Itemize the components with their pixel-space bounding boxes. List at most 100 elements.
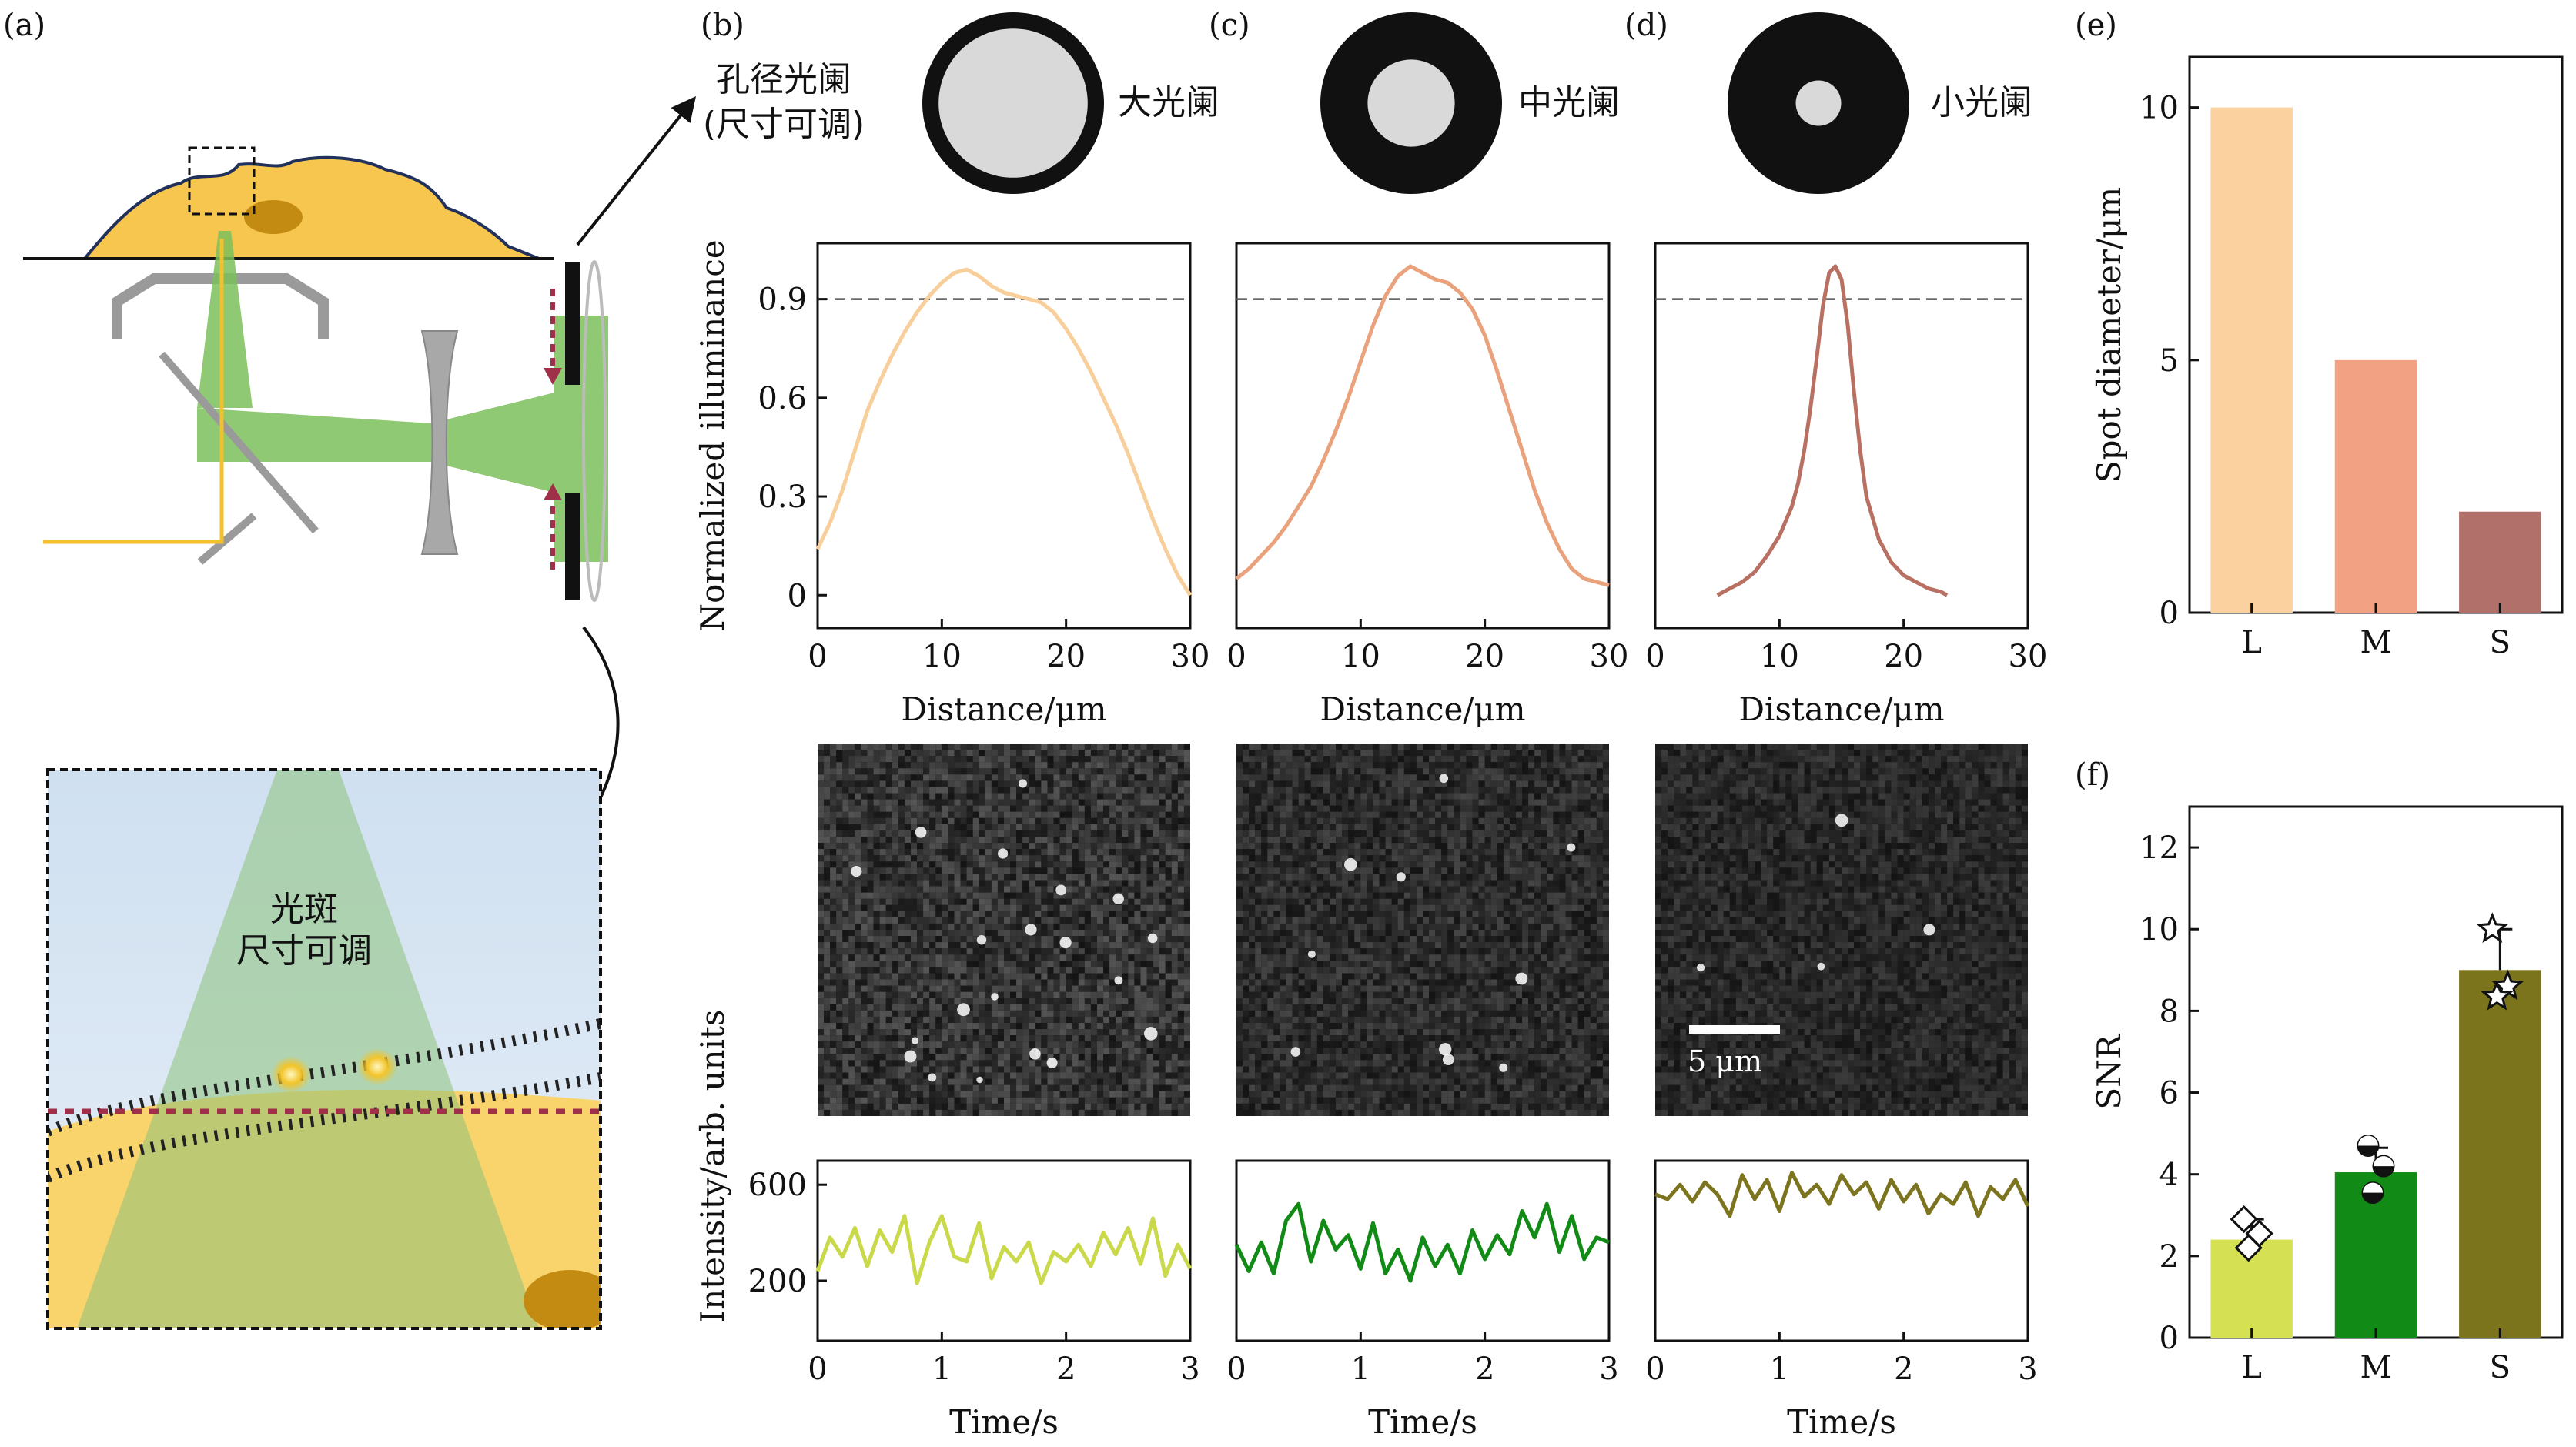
- micrograph-pixel: [892, 780, 898, 787]
- micrograph-pixel: [1490, 805, 1497, 812]
- micrograph-pixel: [1590, 849, 1597, 856]
- micrograph-pixel: [1022, 817, 1029, 824]
- micrograph-pixel: [923, 961, 930, 967]
- micrograph-pixel: [1047, 756, 1054, 763]
- micrograph-pixel: [991, 756, 998, 763]
- micrograph-pixel: [991, 1048, 998, 1054]
- micrograph-pixel: [1128, 961, 1135, 967]
- micrograph-pixel: [1078, 886, 1085, 893]
- micrograph-pixel: [1159, 1091, 1166, 1098]
- micrograph-pixel: [892, 867, 898, 874]
- micrograph-pixel: [917, 1054, 924, 1061]
- micrograph-pixel: [1590, 830, 1597, 837]
- micrograph-pixel: [1171, 1078, 1178, 1085]
- micrograph-pixel: [879, 967, 886, 974]
- micrograph-pixel: [1249, 774, 1256, 781]
- micrograph-pixel: [935, 985, 942, 992]
- micrograph-pixel: [1134, 1066, 1141, 1073]
- micrograph-pixel: [892, 880, 898, 887]
- micrograph-pixel: [867, 954, 874, 961]
- micrograph-pixel: [836, 855, 843, 862]
- micrograph-pixel: [1041, 1029, 1048, 1036]
- micrograph-pixel: [1090, 861, 1097, 868]
- micrograph-pixel: [1336, 805, 1343, 812]
- micrograph-pixel: [1429, 744, 1436, 750]
- micrograph-pixel: [1360, 793, 1367, 800]
- micrograph-pixel: [1273, 750, 1280, 757]
- micrograph-pixel: [923, 774, 930, 781]
- micrograph-pixel: [1035, 1097, 1042, 1104]
- micrograph-pixel: [1072, 799, 1079, 806]
- micrograph-pixel: [1029, 954, 1035, 961]
- micrograph-pixel: [848, 1109, 855, 1116]
- micrograph-pixel: [1090, 762, 1097, 769]
- x-tick-label-d-0: 0: [1645, 639, 1664, 674]
- micrograph-pixel: [1053, 880, 1060, 887]
- micrograph-pixel: [1116, 948, 1122, 955]
- micrograph-pixel: [1109, 917, 1116, 924]
- micrograph-pixel: [991, 1010, 998, 1017]
- micrograph-pixel: [1354, 780, 1361, 787]
- micrograph-pixel: [1146, 967, 1153, 974]
- micrograph-pixel: [1429, 787, 1436, 794]
- micrograph-pixel: [1109, 904, 1116, 911]
- micrograph-pixel: [948, 1060, 955, 1067]
- micrograph-pixel: [1035, 1041, 1042, 1048]
- micrograph-pixel: [948, 861, 955, 868]
- micrograph-pixel: [960, 805, 967, 812]
- micrograph-pixel: [954, 1072, 961, 1079]
- micrograph-pixel: [1041, 936, 1048, 943]
- micrograph-pixel: [1004, 967, 1011, 974]
- micrograph-pixel: [966, 967, 973, 974]
- micrograph-pixel: [1122, 1016, 1129, 1023]
- micrograph-pixel: [1016, 880, 1023, 887]
- micrograph-pixel: [855, 936, 861, 943]
- micrograph-pixel: [1286, 824, 1293, 830]
- micrograph-pixel: [1029, 911, 1035, 917]
- micrograph-pixel: [836, 817, 843, 824]
- micrograph-pixel: [1066, 991, 1072, 998]
- x-tick-label-b-1: 10: [922, 639, 962, 674]
- micrograph-pixel: [966, 1016, 973, 1023]
- micrograph-pixel: [1116, 961, 1122, 967]
- micrograph-pixel: [917, 898, 924, 905]
- micrograph-pixel: [892, 1016, 898, 1023]
- micrograph-pixel: [1035, 898, 1042, 905]
- micrograph-pixel: [904, 979, 911, 986]
- micrograph-pixel: [1022, 967, 1029, 974]
- micrograph-pixel: [960, 855, 967, 862]
- micrograph-pixel: [1097, 991, 1104, 998]
- micrograph-pixel: [1016, 886, 1023, 893]
- micrograph-pixel: [942, 1048, 948, 1054]
- micrograph-pixel: [867, 874, 874, 881]
- x-tick-label-f-2: S: [2490, 1350, 2511, 1385]
- micrograph-pixel: [1553, 750, 1560, 757]
- micrograph-pixel: [1165, 793, 1172, 800]
- micrograph-pixel: [1171, 1103, 1178, 1110]
- micrograph-pixel: [1140, 930, 1147, 937]
- micrograph-pixel: [917, 1072, 924, 1079]
- micrograph-pixel: [824, 861, 831, 868]
- micrograph-pixel: [1336, 793, 1343, 800]
- x-tick-label-e-2: S: [2490, 625, 2511, 660]
- micrograph-pixel: [942, 954, 948, 961]
- micrograph-pixel: [1140, 979, 1147, 986]
- micrograph-pixel: [1310, 861, 1317, 868]
- micrograph-pixel: [1041, 886, 1048, 893]
- star-marker-f-S-2: [2481, 979, 2514, 1011]
- x-tick-label-trace-L-1: 1: [932, 1352, 952, 1387]
- micrograph-pixel: [997, 762, 1004, 769]
- micrograph-pixel: [1128, 911, 1135, 917]
- micrograph-pixel: [1090, 967, 1097, 974]
- micrograph-pixel: [1078, 756, 1085, 763]
- micrograph-pixel: [960, 1016, 967, 1023]
- micrograph-pixel: [1460, 817, 1467, 824]
- micrograph-pixel: [954, 979, 961, 986]
- micrograph-pixel: [997, 1010, 1004, 1017]
- micrograph-pixel: [842, 768, 849, 775]
- micrograph-pixel: [1165, 886, 1172, 893]
- micrograph-pixel: [1109, 756, 1116, 763]
- micrograph-pixel: [1066, 1084, 1072, 1091]
- micrograph-pixel: [929, 817, 936, 824]
- micrograph-pixel: [911, 961, 918, 967]
